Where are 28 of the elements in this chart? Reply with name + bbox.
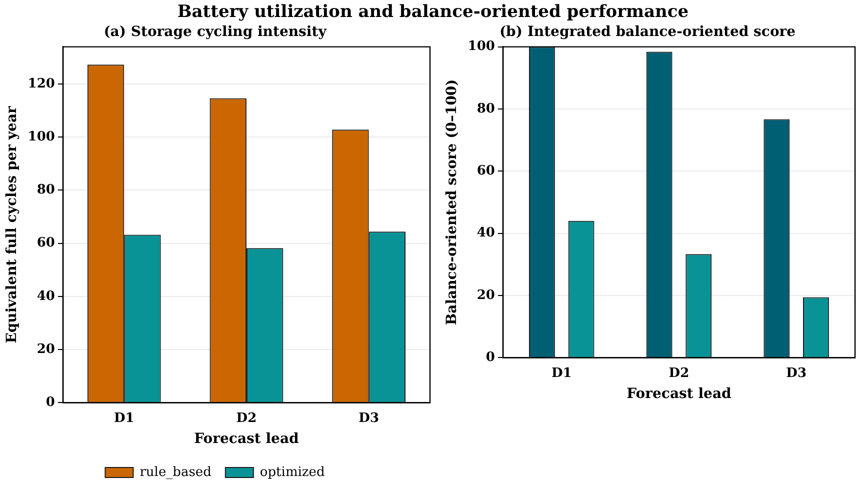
chart-title: (a) Storage cycling intensity	[104, 24, 328, 40]
legend-label: rule_based	[140, 464, 212, 480]
x-tick-label: D1	[551, 366, 572, 381]
y-tick-label: 20	[476, 288, 495, 303]
y-tick-label: 100	[468, 39, 495, 54]
x-tick-label: D2	[668, 366, 690, 381]
y-tick-label: 40	[36, 288, 55, 304]
y-axis-title: Equivalent full cycles per year	[4, 105, 20, 344]
x-tick-label: D3	[786, 366, 806, 381]
y-tick-label: 40	[476, 226, 495, 241]
legend-label: optimized	[260, 464, 325, 480]
y-tick-label: 120	[28, 76, 55, 92]
x-axis-title: Forecast lead	[626, 386, 732, 402]
x-tick-label: D2	[236, 410, 257, 426]
x-axis-title: Forecast lead	[194, 431, 300, 448]
y-axis-title: Balance-oriented score (0–100)	[444, 79, 460, 326]
chart-title: (b) Integrated balance-oriented score	[499, 24, 796, 40]
y-tick-label: 60	[36, 236, 55, 251]
y-tick-label: 60	[476, 163, 495, 178]
y-tick-label: 100	[28, 129, 55, 144]
y-tick-label: 80	[476, 101, 495, 116]
text: Battery utilization and balance-oriented performance	[176, 2, 690, 22]
x-tick-label: D3	[358, 410, 379, 426]
y-tick-label: 80	[36, 182, 55, 198]
y-tick-label: 20	[36, 342, 55, 357]
x-tick-label: D1	[114, 410, 134, 426]
y-tick-label: 0	[46, 394, 55, 410]
y-tick-label: 0	[486, 350, 495, 365]
